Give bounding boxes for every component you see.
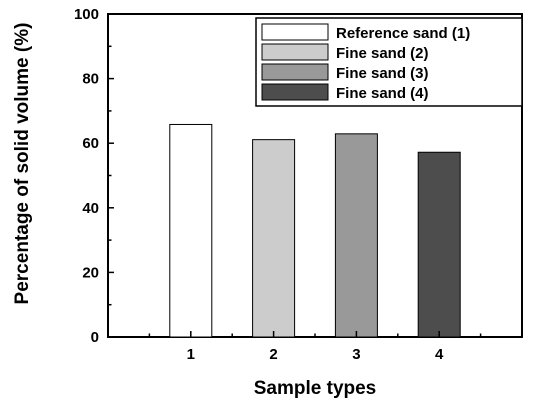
y-axis-title: Percentage of solid volume (%) [12,23,33,305]
bar-4 [417,151,461,338]
x-axis-title: Sample types [254,378,377,399]
y-tick-label: 80 [82,71,99,88]
legend-label: Fine sand (2) [336,45,429,62]
y-axis-ticks: 0 20 40 60 80 100 [74,6,114,346]
legend-label: Reference sand (1) [336,25,470,42]
y-tick-label: 0 [91,329,99,346]
legend-swatch [261,63,329,81]
x-tick-label: 2 [269,346,277,363]
legend-swatch [261,83,329,101]
bar-2 [252,139,296,338]
y-tick-label: 20 [82,264,99,281]
y-tick-label: 60 [82,135,99,152]
bars [169,123,461,338]
legend: Reference sand (1) Fine sand (2) Fine sand… [255,17,523,107]
legend-label: Fine sand (4) [336,85,429,102]
x-tick-label: 4 [435,346,444,363]
x-axis-ticks: 1 2 3 4 [107,331,523,363]
legend-label: Fine sand (3) [336,65,429,82]
bar-3 [334,133,378,338]
legend-swatch [261,23,329,41]
bar-1 [169,123,213,338]
y-tick-label: 100 [74,6,99,23]
x-tick-label: 3 [352,346,360,363]
x-tick-label: 1 [187,346,195,363]
legend-swatch [261,43,329,61]
y-tick-label: 40 [82,200,99,217]
